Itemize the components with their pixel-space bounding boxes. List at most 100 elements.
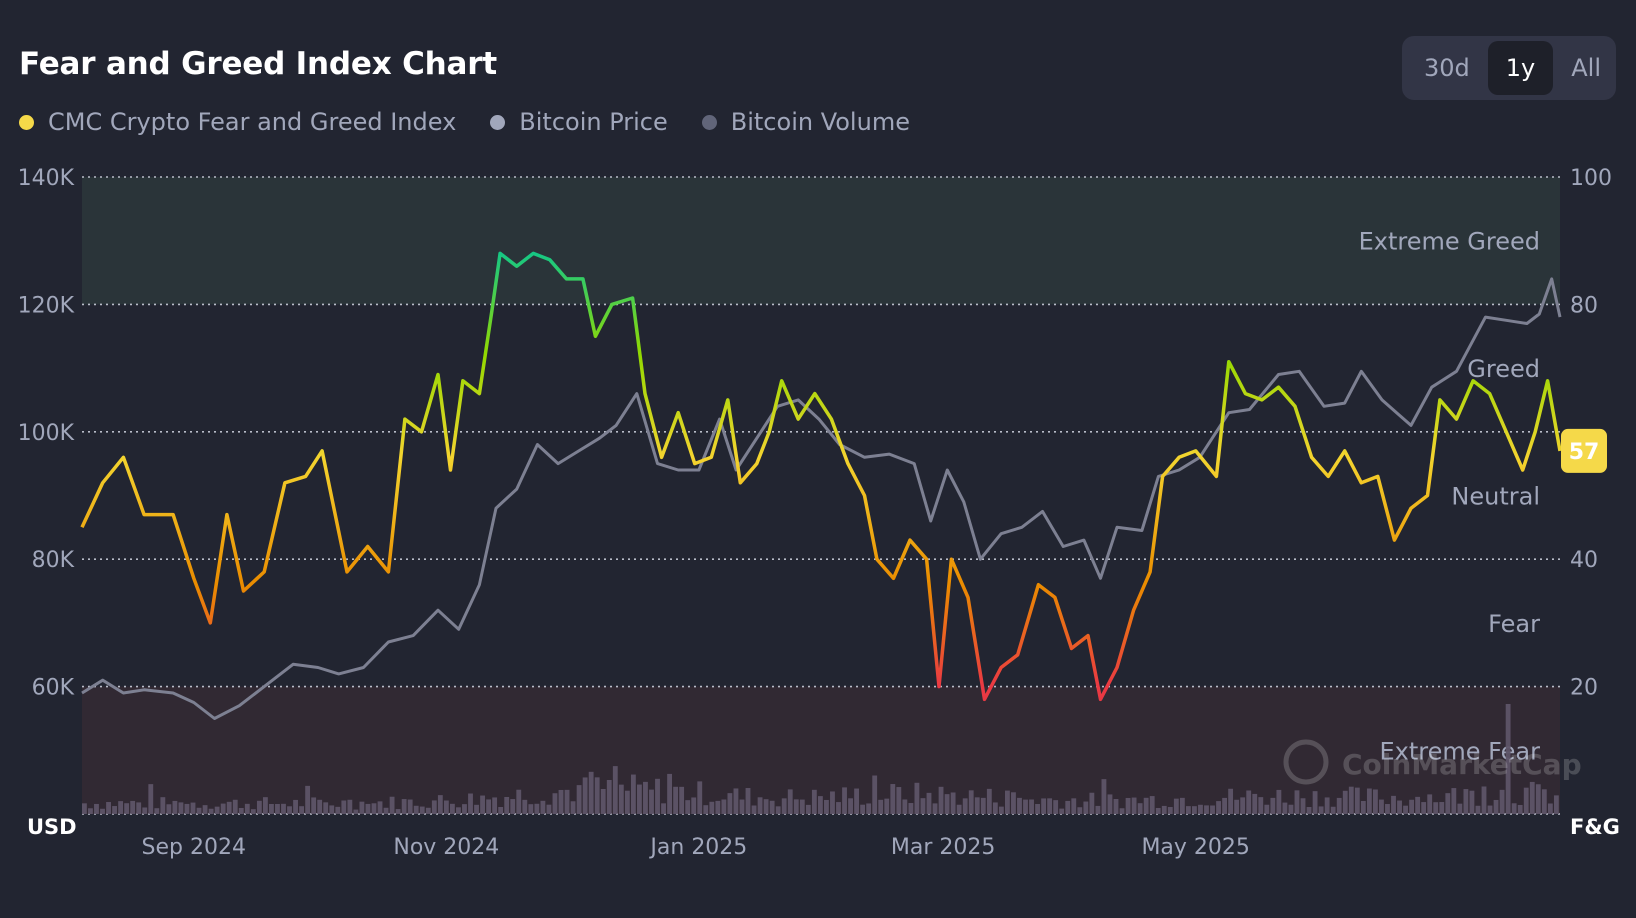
volume-bar [624,790,630,814]
volume-bar [1204,805,1209,814]
volume-bar [649,789,654,814]
volume-bar [1517,804,1523,814]
volume-bar [992,802,998,814]
volume-bar [600,789,606,814]
volume-bar [1342,790,1348,814]
volume-bar [974,797,980,814]
volume-bar [377,801,383,814]
volume-bar [1366,788,1372,814]
volume-bar [1095,805,1101,814]
volume-bar [1240,797,1246,814]
volume-bar [667,773,672,814]
legend-item-fear-greed[interactable]: CMC Crypto Fear and Greed Index [19,108,456,136]
volume-bar [914,782,920,814]
volume-bar [232,799,238,814]
volume-bar [709,801,715,814]
volume-bar [998,806,1004,814]
volume-bar [1433,802,1439,814]
volume-bar [130,800,136,814]
volume-bar [1529,781,1535,814]
volume-bar [1541,789,1547,814]
volume-bar [1137,803,1143,814]
volume-bar [425,807,431,814]
volume-bar [1119,808,1125,814]
volume-bar [1198,804,1203,814]
legend-label-bitcoin-price: Bitcoin Price [519,108,668,136]
volume-bar [1101,779,1107,814]
volume-bar [956,804,962,814]
volume-bar [275,803,280,814]
volume-bar [986,788,992,814]
volume-bar [1505,704,1511,814]
volume-bar [516,789,522,814]
volume-bar [848,798,853,814]
volume-bar [860,804,866,814]
volume-bar [1173,798,1179,814]
volume-bar [902,799,908,814]
volume-bar [896,787,902,814]
volume-bar [1216,801,1221,814]
volume-bar [576,785,582,814]
volume-bar [1089,792,1095,814]
volume-bar [938,786,944,814]
volume-bar [269,803,274,814]
volume-bar [317,799,323,814]
volume-bar [100,808,105,814]
range-1y-button[interactable]: 1y [1487,41,1554,95]
volume-bar [190,802,196,814]
volume-bar [932,803,938,814]
volume-bar [830,791,835,814]
volume-bar [468,793,473,814]
volume-bar [703,805,709,814]
volume-bar [1282,802,1288,814]
volume-bar [1023,799,1028,814]
volume-bar [504,796,510,814]
range-30d-button[interactable]: 30d [1424,54,1470,82]
volume-bar [920,798,926,814]
volume-bar [124,803,130,814]
zone-label: Greed [1467,355,1540,383]
zone-band-0 [82,177,1560,305]
volume-bar [305,785,311,814]
volume-bar [1107,794,1113,814]
volume-bar [510,799,516,814]
volume-bar [884,798,890,814]
volume-bar [1397,800,1402,814]
range-all-button[interactable]: All [1571,54,1602,82]
bitcoin-price-line[interactable] [81,277,1562,720]
volume-bar [1445,793,1451,814]
volume-bar [962,798,968,814]
legend-label-fear-greed: CMC Crypto Fear and Greed Index [48,108,457,136]
volume-bar [256,800,262,814]
volume-bar [94,803,99,814]
volume-bar [208,808,214,814]
legend-item-bitcoin-price[interactable]: Bitcoin Price [490,108,668,136]
volume-bar [160,797,166,814]
volume-bar [1391,795,1396,814]
fear-greed-line[interactable] [80,251,1562,702]
volume-bar [1017,797,1022,814]
chart-legend: CMC Crypto Fear and Greed Index Bitcoin … [19,108,910,136]
volume-bar [739,799,745,814]
volume-bar [1077,807,1083,814]
volume-bar [293,799,298,814]
volume-bar [443,800,449,814]
volume-bar [1451,788,1457,814]
volume-bar [1457,803,1463,814]
volume-bar [353,809,359,814]
volume-bar [1161,805,1167,814]
volume-bar [1511,803,1517,814]
volume-bar [82,803,87,814]
volume-bar [769,800,775,814]
volume-bar [1011,792,1016,814]
left-axis-tick: 60K [32,676,75,701]
volume-bar [1149,796,1155,814]
volume-bar [329,805,335,814]
volume-bar [697,781,703,814]
x-axis-tick: May 2025 [1141,835,1249,860]
volume-bar [1421,802,1427,814]
volume-bar [492,797,498,814]
legend-item-bitcoin-volume[interactable]: Bitcoin Volume [701,108,910,136]
